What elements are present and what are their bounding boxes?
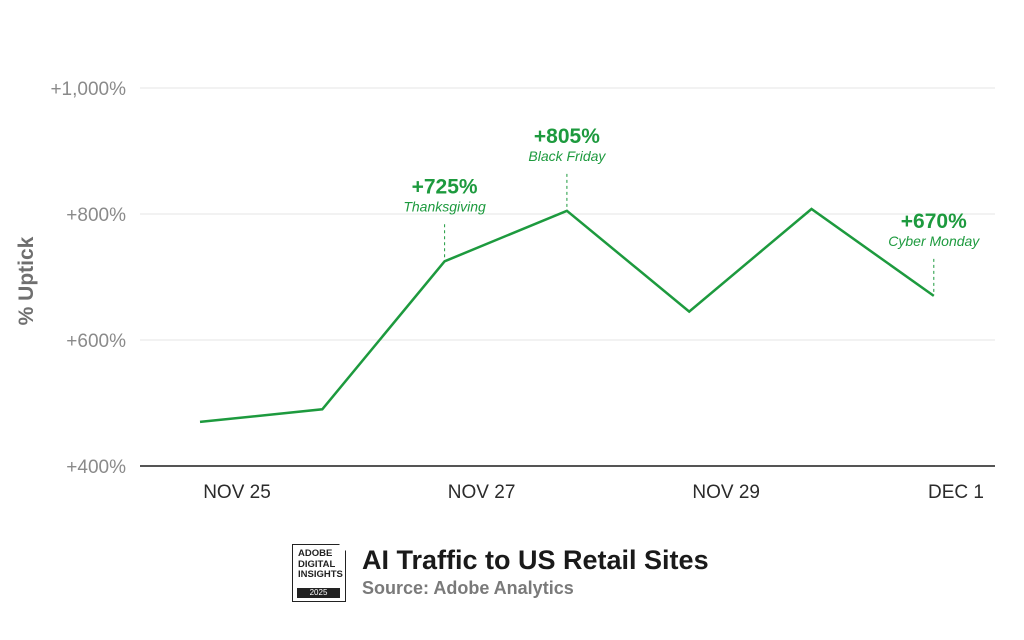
annotation-label: Cyber Monday: [888, 233, 980, 249]
annotations: +725%Thanksgiving +805%Black Friday +670%C…: [403, 125, 980, 292]
chart-source: Source: Adobe Analytics: [362, 578, 574, 598]
y-tick-label: +400%: [66, 457, 126, 478]
series-line: [199, 207, 935, 424]
annotation-value: +670%: [901, 210, 967, 233]
y-axis-ticks: +400% +600% +800% +1,000%: [50, 79, 126, 478]
y-axis-label: % Uptick: [15, 236, 38, 325]
chart-titles: AI Traffic to US Retail Sites Source: Ad…: [362, 544, 709, 600]
adobe-digital-insights-logo: ADOBE DIGITAL INSIGHTS 2025: [292, 543, 347, 602]
series: [199, 207, 935, 424]
chart-title: AI Traffic to US Retail Sites: [362, 545, 709, 575]
annotation-value: +725%: [412, 175, 478, 198]
x-tick-label: DEC 1: [928, 482, 984, 503]
x-tick-label: NOV 27: [448, 482, 516, 503]
x-tick-label: NOV 25: [203, 482, 271, 503]
y-tick-label: +800%: [66, 205, 126, 226]
annotation-label: Thanksgiving: [403, 198, 486, 214]
annotation-value: +805%: [534, 125, 600, 148]
y-tick-label: +600%: [66, 331, 126, 352]
badge-year: 2025: [297, 588, 340, 598]
annotation-label: Black Friday: [528, 148, 606, 164]
grid-lines: [140, 87, 995, 341]
x-tick-label: NOV 29: [692, 482, 760, 503]
y-tick-label: +1,000%: [50, 79, 126, 100]
badge-folded-corner: [338, 543, 347, 552]
x-axis-ticks: NOV 25 NOV 27 NOV 29 DEC 1: [203, 482, 984, 503]
chart-footer: ADOBE DIGITAL INSIGHTS 2025 AI Traffic t…: [292, 543, 709, 606]
badge-text: ADOBE DIGITAL INSIGHTS: [298, 548, 343, 580]
